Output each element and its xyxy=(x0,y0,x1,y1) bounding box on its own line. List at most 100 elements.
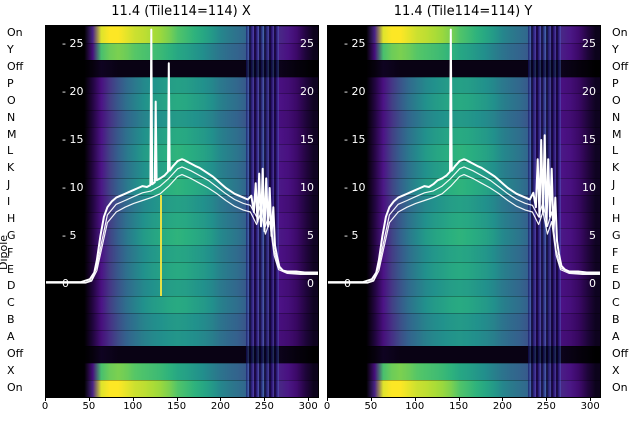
xtick-mark xyxy=(590,397,592,401)
xtick-mark xyxy=(220,397,222,401)
dipole-label-right-i: I xyxy=(612,195,616,209)
xtick-mark xyxy=(45,397,46,401)
dipole-label-right-c: C xyxy=(612,296,620,310)
xtick-label: 50 xyxy=(364,401,378,412)
ytick-label-right: 5 xyxy=(589,229,596,242)
spectrum-trace-secondary xyxy=(46,174,318,284)
ytick-label-left: - 25 xyxy=(344,37,366,50)
spectrum-trace-main xyxy=(46,28,318,284)
ytick-label-right: 0 xyxy=(307,277,314,290)
xtick-mark xyxy=(546,397,548,401)
xtick-label: 300 xyxy=(298,401,318,412)
ytick-label-left: - 20 xyxy=(344,85,366,98)
dipole-label-left-y: Y xyxy=(7,43,14,57)
dipole-label-left-on: On xyxy=(7,380,23,394)
ytick-label-left: 0 xyxy=(62,277,69,290)
heatmap-panel-y: - 25 25 - 20 20 - 15 15 - 10 10 - 5 5 0 0 xyxy=(327,25,601,398)
dipole-label-left-p: P xyxy=(7,77,14,91)
dipole-label-left-n: N xyxy=(7,110,16,124)
xtick-mark xyxy=(308,397,310,401)
dipole-label-left-on: On xyxy=(7,26,23,40)
ytick-label-right: 10 xyxy=(300,181,314,194)
dipole-label-right-y: Y xyxy=(612,43,619,57)
xtick-mark xyxy=(264,397,266,401)
xtick-label: 50 xyxy=(82,401,96,412)
dipole-label-right-k: K xyxy=(612,161,620,175)
ytick-label-right: 25 xyxy=(582,37,596,50)
xtick-mark xyxy=(88,397,90,401)
xtick-label: 200 xyxy=(492,401,513,412)
xtick-label: 250 xyxy=(254,401,274,412)
ytick-label-left: - 20 xyxy=(62,85,84,98)
ytick-label-left: 0 xyxy=(344,277,351,290)
dipole-label-right-f: F xyxy=(612,245,619,259)
xtick-mark xyxy=(327,397,328,401)
spectrum-line-overlay xyxy=(46,28,318,284)
dipole-label-left-off: Off xyxy=(7,346,24,360)
ytick-label-left: - 5 xyxy=(344,229,359,242)
xtick-mark xyxy=(370,397,372,401)
xtick-label: 150 xyxy=(167,401,187,412)
xtick-label: 100 xyxy=(123,401,143,412)
ytick-label-right: 15 xyxy=(300,133,314,146)
ytick-label-left: - 5 xyxy=(62,229,77,242)
xtick-label: 150 xyxy=(449,401,469,412)
ytick-label-left: - 15 xyxy=(62,133,84,146)
dipole-label-right-p: P xyxy=(612,77,619,91)
dipole-label-right-on: On xyxy=(612,26,628,40)
dipole-label-right-d: D xyxy=(612,279,621,293)
dipole-label-left-a: A xyxy=(7,329,15,343)
dipole-label-right-m: M xyxy=(612,127,622,141)
ytick-label-right: 5 xyxy=(307,229,314,242)
dipole-label-right-b: B xyxy=(612,313,620,327)
dipole-label-left-f: F xyxy=(7,245,14,259)
dipole-label-left-o: O xyxy=(7,93,16,107)
xtick-label: 200 xyxy=(210,401,231,412)
xtick-mark xyxy=(502,397,504,401)
dipole-label-left-x: X xyxy=(7,363,15,377)
panel-title-y: 11.4 (Tile114=114) Y xyxy=(393,4,533,19)
panel-title-x: 11.4 (Tile114=114) X xyxy=(111,4,251,19)
ytick-label-left: - 25 xyxy=(62,37,84,50)
spectrum-trace-secondary xyxy=(328,174,600,284)
ytick-label-right: 0 xyxy=(589,277,596,290)
xtick-mark xyxy=(458,397,460,401)
xtick-label: 250 xyxy=(536,401,556,412)
dipole-label-right-on: On xyxy=(612,380,628,394)
dipole-label-left-e: E xyxy=(7,262,14,276)
dipole-label-right-off: Off xyxy=(612,60,629,74)
dipole-label-left-c: C xyxy=(7,296,15,310)
ytick-label-right: 20 xyxy=(300,85,314,98)
dipole-label-right-e: E xyxy=(612,262,619,276)
ytick-label-left: - 10 xyxy=(344,181,366,194)
ytick-label-left: - 15 xyxy=(344,133,366,146)
ytick-label-right: 25 xyxy=(300,37,314,50)
spectrum-trace-main xyxy=(328,28,600,284)
dipole-label-right-o: O xyxy=(612,93,621,107)
dipole-label-left-b: B xyxy=(7,313,15,327)
ytick-label-right: 15 xyxy=(582,133,596,146)
xtick-label: 100 xyxy=(405,401,425,412)
xtick-mark xyxy=(414,397,416,401)
xtick-label: 300 xyxy=(580,401,600,412)
dipole-label-right-n: N xyxy=(612,110,621,124)
dipole-label-right-x: X xyxy=(612,363,620,377)
spectrum-line-overlay xyxy=(328,28,600,284)
dipole-label-left-l: L xyxy=(7,144,14,158)
ytick-label-right: 20 xyxy=(582,85,596,98)
xtick-label: 0 xyxy=(41,401,49,412)
dipole-label-right-off: Off xyxy=(612,346,629,360)
dipole-label-left-g: G xyxy=(7,228,16,242)
dipole-label-right-j: J xyxy=(612,178,616,192)
xtick-mark xyxy=(176,397,178,401)
heatmap-panel-x: - 25 25 - 20 20 - 15 15 - 10 10 - 5 5 0 0 xyxy=(45,25,319,398)
ytick-label-right: 10 xyxy=(582,181,596,194)
dipole-label-left-h: H xyxy=(7,211,16,225)
dipole-label-left-off: Off xyxy=(7,60,24,74)
dipole-label-left-m: M xyxy=(7,127,17,141)
dipole-label-right-g: G xyxy=(612,228,621,242)
dipole-label-left-i: I xyxy=(7,195,11,209)
dipole-label-left-j: J xyxy=(7,178,11,192)
dipole-label-left-k: K xyxy=(7,161,15,175)
